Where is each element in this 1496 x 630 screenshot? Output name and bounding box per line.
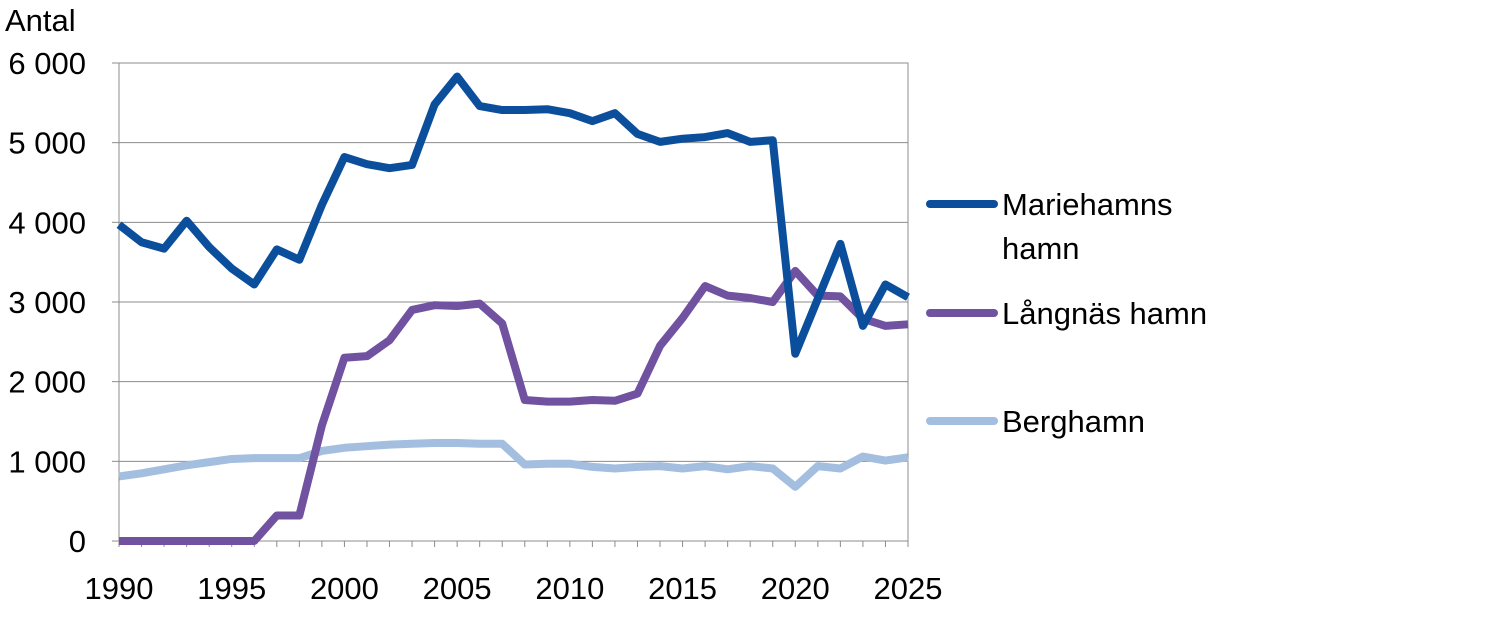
series-line-berghamn [118,439,909,491]
x-tick-label: 2020 [761,571,830,606]
legend-label: Långnäs hamn [1002,296,1207,331]
series-line-mariehamns-hamn [116,72,910,358]
x-tick-label: 2010 [535,571,604,606]
y-axis-label: Antal [5,3,76,38]
y-tick-label: 2 000 [8,365,86,400]
y-tick-label: 5 000 [8,126,86,161]
plot-area-border [118,62,909,542]
series-lines [116,72,910,545]
x-tick-label: 1990 [85,571,154,606]
x-tick-label: 2015 [648,571,717,606]
legend: Mariehamns hamn Långnäs hamn Berghamn [926,187,1207,439]
x-tick-label: 2025 [874,571,943,606]
legend-label: Berghamn [1002,404,1145,439]
legend-label: hamn [1002,231,1080,266]
series-line-l-ngn-s-hamn [119,266,909,545]
axes [112,62,909,547]
y-tick-label: 4 000 [8,205,86,240]
tick-labels: 0 1 000 2 000 3 000 4 000 5 000 6 000 1990 1995 2… [8,46,942,606]
y-tick-label: 1 000 [8,444,86,479]
y-tick-label: 3 000 [8,285,86,320]
x-tick-label: 1995 [197,571,266,606]
gridlines [119,62,908,462]
legend-label: Mariehamns [1002,187,1173,222]
legend-item: Mariehamns hamn [926,187,1173,266]
legend-item: Berghamn [926,404,1145,439]
x-tick-label: 2000 [310,571,379,606]
y-tick-label: 6 000 [8,46,86,81]
legend-item: Långnäs hamn [926,296,1207,331]
y-tick-label: 0 [69,524,86,559]
x-tick-label: 2005 [423,571,492,606]
